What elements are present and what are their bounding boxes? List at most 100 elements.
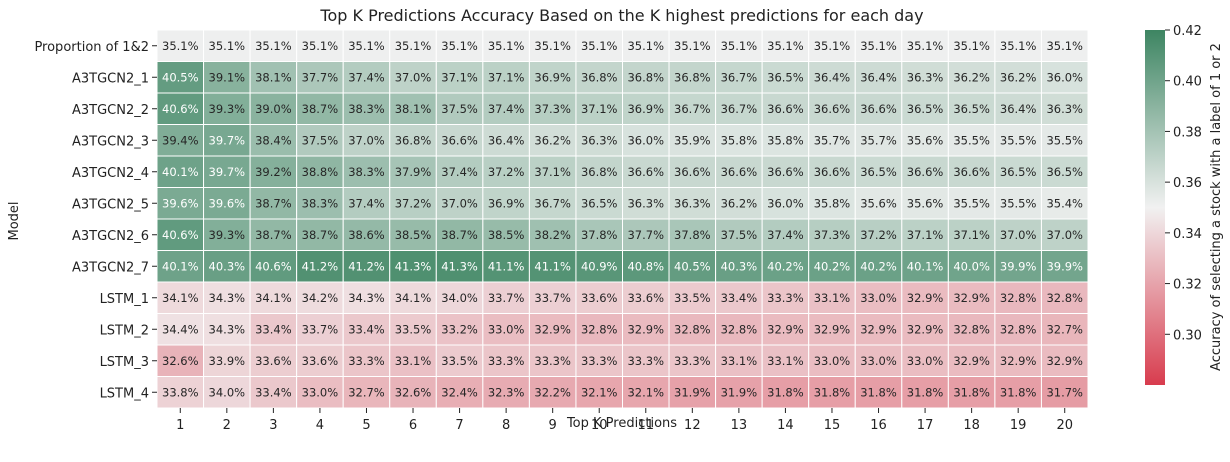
heatmap-cell	[854, 376, 903, 409]
heatmap-cell	[156, 61, 205, 94]
heatmap-cell	[854, 92, 903, 125]
heatmap-cell	[528, 250, 577, 283]
cell-value-label: 40.6%	[162, 102, 199, 116]
heatmap-cell	[901, 313, 949, 346]
heatmap-cell	[528, 376, 577, 409]
heatmap-cell	[528, 92, 577, 125]
y-tick-label: A3TGCN2_2	[72, 103, 149, 118]
heatmap-cell	[715, 313, 763, 346]
x-tick-label: 8	[502, 418, 510, 433]
heatmap-cell	[947, 155, 996, 188]
cell-value-label: 34.0%	[441, 291, 478, 305]
cell-value-label: 40.6%	[255, 259, 292, 273]
cell-value-label: 38.5%	[488, 228, 525, 242]
cell-value-label: 38.7%	[255, 228, 292, 242]
cell-value-label: 41.3%	[395, 259, 432, 273]
x-tick-label: 7	[455, 418, 463, 433]
heatmap-cell	[249, 218, 298, 251]
colorbar	[1145, 30, 1165, 385]
cell-value-label: 40.5%	[162, 70, 199, 84]
cell-value-label: 35.1%	[581, 39, 618, 53]
y-tick-label: LSTM_4	[100, 386, 149, 401]
heatmap-cell	[668, 187, 717, 220]
y-axis-label: Model	[7, 201, 22, 240]
heatmap-cell	[854, 250, 903, 283]
heatmap-cell	[482, 61, 530, 94]
heatmap-cell	[947, 29, 996, 62]
cell-value-label: 37.1%	[907, 228, 944, 242]
cell-value-label: 39.0%	[255, 102, 292, 116]
cell-value-label: 37.7%	[302, 70, 339, 84]
cell-value-label: 33.4%	[721, 291, 758, 305]
cell-value-label: 32.8%	[721, 322, 758, 336]
cell-value-label: 40.2%	[767, 259, 804, 273]
x-tick-label: 3	[269, 418, 277, 433]
cell-value-label: 33.0%	[302, 385, 339, 399]
heatmap-cell	[435, 61, 484, 94]
cell-value-label: 35.1%	[1000, 39, 1037, 53]
cell-value-label: 41.2%	[348, 259, 385, 273]
cell-value-label: 36.6%	[814, 165, 851, 179]
x-tick-label: 14	[777, 418, 794, 433]
cell-value-label: 36.5%	[860, 165, 897, 179]
cell-value-label: 33.5%	[441, 354, 478, 368]
cell-value-label: 35.1%	[441, 39, 478, 53]
heatmap-cell	[994, 376, 1042, 409]
cell-value-label: 33.3%	[674, 354, 711, 368]
heatmap-cell	[668, 344, 717, 377]
cell-value-label: 35.1%	[860, 39, 897, 53]
cell-value-label: 36.3%	[581, 133, 618, 147]
cell-value-label: 40.1%	[907, 259, 944, 273]
heatmap-cell	[435, 92, 484, 125]
cell-value-label: 37.1%	[534, 165, 571, 179]
cell-value-label: 32.7%	[348, 385, 385, 399]
heatmap-cell	[994, 29, 1042, 62]
heatmap-cell	[947, 218, 996, 251]
cell-value-label: 36.5%	[767, 70, 804, 84]
cell-value-label: 36.6%	[907, 165, 944, 179]
heatmap-cell	[622, 92, 670, 125]
heatmap-cells: 35.1% 35.1% 35.1% 35.1% 35.1% 35.1% 35.1% 35.1%…	[156, 29, 1089, 409]
cell-value-label: 35.5%	[953, 133, 990, 147]
cell-value-label: 32.8%	[1046, 291, 1083, 305]
cell-value-label: 33.6%	[581, 291, 618, 305]
colorbar-tick-label: 0.42	[1173, 24, 1202, 39]
cell-value-label: 39.7%	[209, 133, 246, 147]
heatmap-cell	[296, 124, 344, 157]
cell-value-label: 40.8%	[627, 259, 664, 273]
heatmap-cell	[575, 376, 624, 409]
colorbar-label: Accuracy of selecting a stock with a lab…	[1209, 43, 1224, 371]
cell-value-label: 37.1%	[488, 70, 525, 84]
heatmap-cell	[854, 187, 903, 220]
cell-value-label: 36.5%	[953, 102, 990, 116]
cell-value-label: 37.4%	[488, 102, 525, 116]
heatmap-cell	[482, 155, 530, 188]
heatmap-cell	[994, 344, 1042, 377]
heatmap-cell	[994, 187, 1042, 220]
cell-value-label: 32.8%	[1000, 322, 1037, 336]
cell-value-label: 33.5%	[674, 291, 711, 305]
cell-value-label: 35.1%	[721, 39, 758, 53]
cell-value-label: 41.3%	[441, 259, 478, 273]
cell-value-label: 40.0%	[953, 259, 990, 273]
cell-value-label: 33.4%	[255, 385, 292, 399]
cell-value-label: 32.8%	[953, 322, 990, 336]
cell-value-label: 35.1%	[488, 39, 525, 53]
heatmap-cell	[389, 29, 437, 62]
heatmap-cell	[854, 155, 903, 188]
cell-value-label: 35.1%	[953, 39, 990, 53]
heatmap-cell	[901, 124, 949, 157]
x-tick-label: 5	[362, 418, 370, 433]
heatmap-cell	[808, 187, 856, 220]
cell-value-label: 40.3%	[209, 259, 246, 273]
heatmap-cell	[901, 61, 949, 94]
cell-value-label: 36.6%	[860, 102, 897, 116]
cell-value-label: 33.8%	[162, 385, 199, 399]
heatmap-cell	[528, 61, 577, 94]
cell-value-label: 33.3%	[767, 291, 804, 305]
heatmap-cell	[528, 313, 577, 346]
y-tick-label: A3TGCN2_4	[72, 166, 149, 181]
cell-value-label: 38.3%	[302, 196, 339, 210]
cell-value-label: 36.4%	[1000, 102, 1037, 116]
heatmap-cell	[994, 313, 1042, 346]
